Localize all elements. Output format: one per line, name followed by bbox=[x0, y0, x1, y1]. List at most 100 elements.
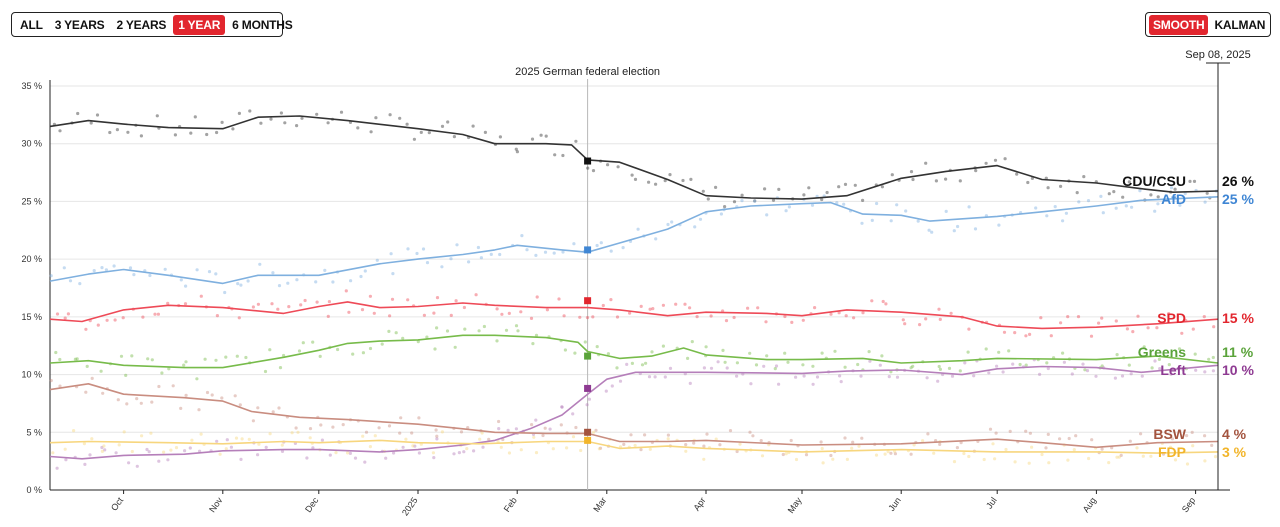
bsw-poll-dot bbox=[387, 424, 392, 428]
smooth-button[interactable]: SMOOTH bbox=[1149, 14, 1209, 35]
spd-poll-dot bbox=[1039, 316, 1043, 320]
bsw-poll-dot bbox=[179, 406, 183, 410]
fdp-poll-dot bbox=[571, 435, 576, 439]
fdp-poll-dot bbox=[1185, 462, 1190, 466]
afd-poll-dot bbox=[1203, 200, 1207, 204]
bsw-poll-dot bbox=[116, 398, 120, 402]
cdu-csu-poll-dot bbox=[633, 177, 638, 181]
fdp-poll-dot bbox=[465, 447, 469, 451]
end-value-spd: 15 % bbox=[1222, 310, 1254, 326]
afd-poll-dot bbox=[349, 279, 353, 283]
fdp-poll-dot bbox=[1168, 445, 1173, 449]
spd-poll-dot bbox=[639, 304, 643, 308]
greens-poll-dot bbox=[445, 329, 450, 333]
left-poll-dot bbox=[838, 374, 842, 378]
spd-poll-dot bbox=[591, 315, 595, 319]
cdu-csu-poll-dot bbox=[259, 121, 263, 125]
fdp-poll-dot bbox=[280, 443, 284, 447]
spd-poll-dot bbox=[578, 315, 582, 319]
left-poll-dot bbox=[802, 374, 806, 378]
end-label-spd: SPD bbox=[1157, 310, 1186, 326]
fdp-poll-dot bbox=[519, 448, 523, 452]
cdu-csu-poll-dot bbox=[300, 116, 304, 120]
left-poll-dot bbox=[472, 449, 476, 453]
cdu-csu-poll-dot bbox=[701, 189, 705, 193]
spd-poll-dot bbox=[688, 306, 692, 310]
afd-poll-dot bbox=[112, 264, 116, 268]
afd-poll-dot bbox=[440, 265, 444, 269]
fdp-poll-dot bbox=[784, 452, 788, 456]
afd-poll-dot bbox=[406, 247, 410, 251]
greens-poll-dot bbox=[1157, 357, 1161, 361]
fdp-poll-dot bbox=[886, 450, 890, 454]
left-poll-dot bbox=[1046, 366, 1050, 371]
cdu-csu-poll-dot bbox=[279, 111, 283, 115]
spd-poll-dot bbox=[861, 311, 865, 315]
left-poll-dot bbox=[348, 451, 352, 455]
fdp-poll-dot bbox=[440, 430, 444, 434]
afd-poll-dot bbox=[765, 213, 769, 217]
fdp-poll-dot bbox=[1047, 461, 1051, 465]
greens-poll-dot bbox=[856, 362, 860, 367]
left-poll-dot bbox=[585, 403, 589, 407]
range-1-year-button[interactable]: 1 YEAR bbox=[173, 14, 226, 35]
spd-poll-dot bbox=[628, 311, 632, 315]
afd-poll-dot bbox=[104, 268, 108, 272]
greens-poll-dot bbox=[278, 366, 283, 370]
fdp-poll-dot bbox=[714, 437, 718, 441]
cdu-csu-poll-dot bbox=[1205, 191, 1209, 195]
greens-poll-dot bbox=[453, 345, 457, 349]
spd-poll-dot bbox=[683, 302, 687, 306]
spd-poll-dot bbox=[967, 327, 971, 331]
left-poll-dot bbox=[618, 379, 623, 383]
afd-poll-dot bbox=[1045, 214, 1049, 218]
spd-poll-dot bbox=[105, 318, 109, 322]
fdp-poll-dot bbox=[90, 437, 94, 441]
left-poll-dot bbox=[571, 412, 575, 416]
kalman-button[interactable]: KALMAN bbox=[1214, 17, 1266, 32]
bsw-poll-dot bbox=[994, 431, 998, 435]
bsw-poll-dot bbox=[58, 384, 62, 388]
spd-poll-dot bbox=[557, 297, 561, 301]
fdp-line bbox=[49, 439, 1219, 454]
afd-poll-dot bbox=[1099, 194, 1103, 198]
spd-poll-dot bbox=[388, 314, 392, 318]
afd-poll-dot bbox=[258, 262, 262, 266]
left-poll-dot bbox=[972, 374, 976, 378]
spd-poll-dot bbox=[648, 307, 652, 311]
fdp-poll-dot bbox=[991, 442, 995, 446]
range-3-years-button[interactable]: 3 YEARS bbox=[54, 17, 105, 32]
left-poll-dot bbox=[663, 375, 667, 379]
left-poll-dot bbox=[481, 445, 485, 449]
afd-poll-dot bbox=[621, 246, 625, 250]
greens-poll-dot bbox=[583, 340, 587, 344]
cdu-csu-poll-dot bbox=[356, 126, 360, 130]
x-tick-label: Jun bbox=[886, 495, 903, 513]
left-poll-dot bbox=[878, 363, 882, 367]
fdp-poll-dot bbox=[199, 432, 203, 436]
spd-poll-dot bbox=[153, 312, 157, 316]
afd-poll-dot bbox=[314, 280, 318, 284]
afd-poll-dot bbox=[956, 224, 960, 229]
range-2-years-button[interactable]: 2 YEARS bbox=[116, 17, 167, 32]
greens-poll-dot bbox=[318, 354, 322, 358]
greens-poll-dot bbox=[516, 329, 520, 333]
greens-poll-dot bbox=[630, 361, 635, 365]
greens-poll-dot bbox=[235, 354, 239, 358]
fdp-poll-dot bbox=[1087, 456, 1091, 461]
afd-poll-dot bbox=[1153, 209, 1157, 213]
afd-poll-dot bbox=[179, 278, 183, 282]
x-tick-label: 2025 bbox=[400, 495, 420, 517]
fdp-poll-dot bbox=[218, 452, 222, 456]
range-6-months-button[interactable]: 6 MONTHS bbox=[232, 17, 293, 32]
greens-poll-dot bbox=[938, 367, 943, 371]
left-poll-dot bbox=[653, 375, 657, 379]
afd-poll-dot bbox=[415, 251, 419, 256]
spd-poll-dot bbox=[1049, 334, 1053, 338]
cdu-csu-poll-dot bbox=[412, 137, 416, 141]
bsw-poll-dot bbox=[319, 423, 323, 427]
range-all-button[interactable]: ALL bbox=[20, 17, 43, 32]
fdp-poll-dot bbox=[1040, 452, 1044, 457]
left-poll-dot bbox=[64, 458, 68, 462]
spd-poll-dot bbox=[237, 316, 241, 320]
